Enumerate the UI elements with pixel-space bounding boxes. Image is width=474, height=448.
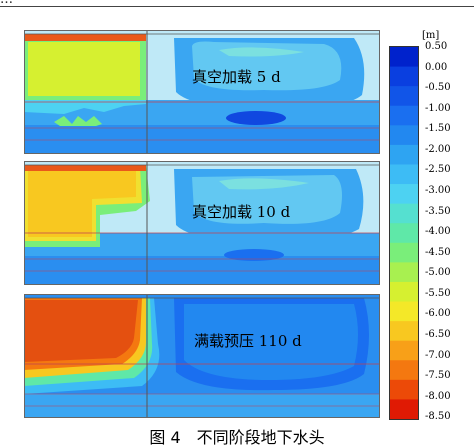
colorbar bbox=[389, 46, 419, 420]
colorbar-swatch bbox=[390, 86, 418, 107]
contour-panel-10d: 真空加载 10 d bbox=[24, 161, 380, 285]
colorbar-tick-label: -8.00 bbox=[425, 390, 451, 402]
colorbar-tick-label: -2.00 bbox=[425, 143, 451, 155]
colorbar-tick-label: 0.00 bbox=[425, 61, 448, 73]
colorbar-swatch bbox=[390, 360, 418, 381]
colorbar-swatch bbox=[390, 340, 418, 361]
colorbar-swatch bbox=[390, 301, 418, 322]
colorbar-swatch bbox=[390, 105, 418, 126]
colorbar-tick-label: -8.50 bbox=[425, 411, 451, 423]
colorbar-tick-label: -6.00 bbox=[425, 308, 451, 320]
colorbar-swatch bbox=[390, 164, 418, 185]
colorbar-swatch bbox=[390, 66, 418, 87]
colorbar-swatch bbox=[390, 262, 418, 283]
colorbar-swatch bbox=[390, 144, 418, 166]
colorbar-swatch bbox=[390, 125, 418, 146]
colorbar-tick-label: -3.50 bbox=[425, 205, 451, 217]
page-header-text: … bbox=[0, 0, 474, 6]
colorbar-tick-label: -6.50 bbox=[425, 328, 451, 340]
contour-panel-5d: 真空加载 5 d bbox=[24, 30, 380, 154]
colorbar-swatch bbox=[390, 379, 418, 401]
colorbar-tick-label: -0.50 bbox=[425, 82, 451, 94]
colorbar-swatch bbox=[390, 242, 418, 263]
colorbar-tick-label: -4.00 bbox=[425, 226, 451, 238]
colorbar-swatch bbox=[390, 203, 418, 224]
panel-label-110d: 满载预压 110 d bbox=[194, 332, 302, 350]
figure-caption: 图 4 不同阶段地下水头 bbox=[149, 428, 325, 447]
colorbar-tick-label: -1.00 bbox=[425, 102, 451, 114]
colorbar-tick-label: -1.50 bbox=[425, 123, 451, 135]
colorbar-tick-label: -7.00 bbox=[425, 349, 451, 361]
colorbar-swatch bbox=[390, 184, 418, 205]
panel-label-10d: 真空加载 10 d bbox=[192, 203, 291, 221]
colorbar-swatch bbox=[390, 321, 418, 342]
colorbar-swatch bbox=[390, 399, 418, 419]
colorbar-tick-label: -2.50 bbox=[425, 164, 451, 176]
header-rule bbox=[0, 6, 474, 7]
colorbar-tick-label: -5.00 bbox=[425, 267, 451, 279]
colorbar-tick-label: -4.50 bbox=[425, 246, 451, 258]
colorbar-tick-label: -7.50 bbox=[425, 370, 451, 382]
colorbar-swatch bbox=[390, 281, 418, 303]
colorbar-swatch bbox=[390, 47, 418, 68]
colorbar-tick-label: -3.00 bbox=[425, 185, 451, 196]
colorbar-tick-label: -5.50 bbox=[425, 287, 451, 299]
colorbar-swatch bbox=[390, 223, 418, 244]
colorbar-tick-label: 0.50 bbox=[425, 41, 448, 52]
colorbar-unit: [m] bbox=[422, 30, 440, 41]
panel-label-5d: 真空加载 5 d bbox=[192, 68, 281, 86]
contour-panel-110d: 满载预压 110 d bbox=[24, 294, 380, 418]
